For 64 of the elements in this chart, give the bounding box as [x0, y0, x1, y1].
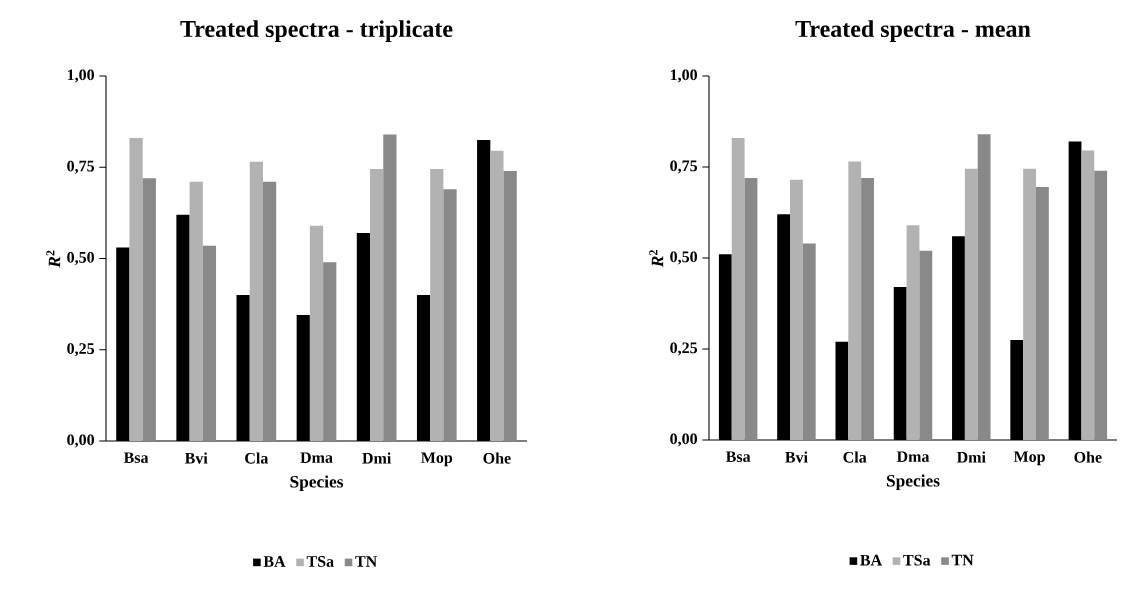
bar	[1094, 170, 1108, 440]
bar	[370, 169, 384, 441]
bar	[906, 225, 920, 440]
bar	[1035, 187, 1049, 440]
x-tick-label: Dmi	[956, 451, 986, 463]
x-tick-label: Cla	[843, 451, 867, 463]
bar	[430, 169, 444, 441]
legend-label: TSa	[903, 554, 931, 566]
bar	[490, 150, 504, 441]
x-axis-title: Species	[290, 475, 344, 492]
legend-label: TSa	[306, 556, 334, 567]
bar	[443, 189, 457, 441]
bar	[129, 138, 143, 441]
x-tick-label: Ohe	[483, 452, 511, 464]
bar	[1081, 150, 1095, 440]
bar	[1023, 168, 1036, 440]
y-tick-label: 1,00	[67, 69, 95, 83]
x-tick-label: Dmi	[362, 452, 392, 464]
y-tick-label: 0,75	[670, 160, 698, 174]
bar	[848, 161, 862, 440]
x-tick-label: Cla	[245, 452, 269, 464]
legend-label: TN	[951, 554, 974, 566]
bar	[861, 177, 874, 440]
x-tick-label: Bvi	[184, 452, 208, 464]
bar	[802, 243, 816, 440]
x-tick-label: Dma	[300, 452, 333, 463]
chart-title: Treated spectra - triplicate	[180, 20, 453, 42]
bar	[189, 181, 203, 441]
bar	[142, 178, 156, 441]
y-tick-label: 0,75	[67, 160, 95, 174]
bar	[731, 137, 745, 440]
bar	[383, 134, 397, 441]
chart-title: Treated spectra - mean	[795, 20, 1031, 42]
legend-label: BA	[263, 556, 286, 567]
x-tick-label: Bsa	[725, 451, 751, 462]
y-tick-label: 0,00	[670, 433, 698, 447]
y-axis-title: R$^{2}$	[46, 250, 61, 268]
bar	[262, 181, 277, 441]
y-tick-label: 0,25	[67, 343, 95, 357]
y-tick-label: 1,00	[670, 69, 698, 83]
y-tick-label: 0,00	[67, 434, 95, 448]
x-tick-label: Ohe	[1074, 451, 1102, 463]
y-axis-title: R$^{2}$	[649, 250, 664, 268]
x-tick-label: Bsa	[123, 452, 149, 463]
bar	[790, 179, 803, 440]
bar	[309, 225, 324, 441]
x-tick-label: Mop	[1013, 451, 1045, 466]
bar	[323, 262, 337, 441]
x-tick-label: Dma	[896, 451, 930, 462]
bar	[503, 170, 517, 441]
legend-label: TN	[355, 556, 378, 567]
bar	[744, 177, 758, 440]
x-tick-label: Bvi	[785, 451, 808, 463]
bar	[249, 161, 263, 441]
legend-label: BA	[860, 554, 882, 566]
y-tick-label: 0,25	[670, 342, 698, 356]
bar	[919, 250, 933, 440]
x-tick-label: Mop	[421, 452, 453, 467]
y-tick-label: 0,50	[670, 251, 698, 265]
x-axis-title: Species	[886, 474, 940, 491]
bar	[202, 245, 217, 441]
bar	[977, 134, 991, 440]
y-tick-label: 0,50	[67, 251, 95, 266]
bar	[964, 168, 978, 440]
